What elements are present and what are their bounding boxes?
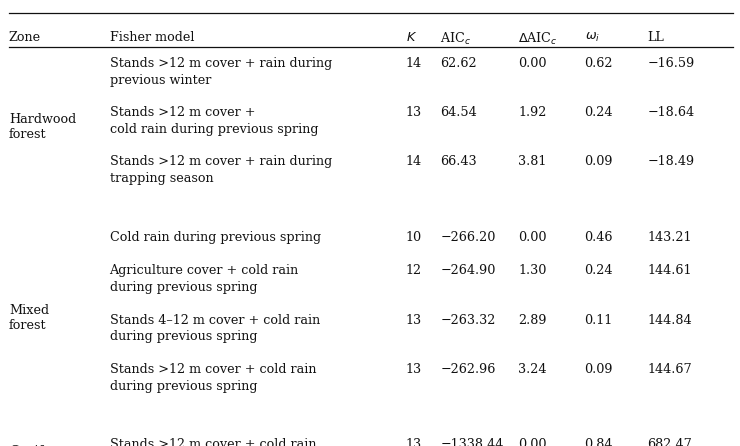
- Text: 0.11: 0.11: [585, 314, 613, 326]
- Text: −262.96: −262.96: [440, 363, 496, 376]
- Text: 0.84: 0.84: [585, 438, 613, 446]
- Text: 14: 14: [406, 57, 422, 70]
- Text: Stands >12 m cover + rain during: Stands >12 m cover + rain during: [110, 155, 332, 168]
- Text: 0.00: 0.00: [518, 438, 547, 446]
- Text: $\omega$$_i$: $\omega$$_i$: [585, 31, 600, 44]
- Text: LL: LL: [648, 31, 665, 44]
- Text: Stands >12 m cover +: Stands >12 m cover +: [110, 106, 255, 119]
- Text: 13: 13: [406, 106, 422, 119]
- Text: −18.49: −18.49: [648, 155, 695, 168]
- Text: −18.64: −18.64: [648, 106, 695, 119]
- Text: 3.24: 3.24: [518, 363, 547, 376]
- Text: 144.67: 144.67: [648, 363, 692, 376]
- Text: trapping season: trapping season: [110, 172, 213, 185]
- Text: 2.89: 2.89: [518, 314, 547, 326]
- Text: Stands >12 m cover + cold rain: Stands >12 m cover + cold rain: [110, 363, 316, 376]
- Text: 3.81: 3.81: [518, 155, 546, 168]
- Text: cold rain during previous spring: cold rain during previous spring: [110, 123, 318, 136]
- Text: $K$: $K$: [406, 31, 417, 44]
- Text: during previous spring: during previous spring: [110, 330, 257, 343]
- Text: Hardwood
forest: Hardwood forest: [9, 113, 76, 141]
- Text: 14: 14: [406, 155, 422, 168]
- Text: Fisher model: Fisher model: [110, 31, 194, 44]
- Text: 0.00: 0.00: [518, 231, 547, 244]
- Text: 13: 13: [406, 314, 422, 326]
- Text: 0.09: 0.09: [585, 155, 613, 168]
- Text: −264.90: −264.90: [440, 264, 496, 277]
- Text: 143.21: 143.21: [648, 231, 692, 244]
- Text: 0.24: 0.24: [585, 106, 613, 119]
- Text: −263.32: −263.32: [440, 314, 496, 326]
- Text: Zone: Zone: [9, 31, 41, 44]
- Text: 144.61: 144.61: [648, 264, 692, 277]
- Text: Cold rain during previous spring: Cold rain during previous spring: [110, 231, 320, 244]
- Text: 13: 13: [406, 363, 422, 376]
- Text: 0.09: 0.09: [585, 363, 613, 376]
- Text: AIC$_c$: AIC$_c$: [440, 31, 471, 47]
- Text: Agriculture cover + cold rain: Agriculture cover + cold rain: [110, 264, 299, 277]
- Text: −1338.44: −1338.44: [440, 438, 504, 446]
- Text: 64.54: 64.54: [440, 106, 477, 119]
- Text: Stands >12 m cover + cold rain: Stands >12 m cover + cold rain: [110, 438, 316, 446]
- Text: 144.84: 144.84: [648, 314, 692, 326]
- Text: 0.62: 0.62: [585, 57, 613, 70]
- Text: 0.46: 0.46: [585, 231, 613, 244]
- Text: 0.00: 0.00: [518, 57, 547, 70]
- Text: 1.92: 1.92: [518, 106, 546, 119]
- Text: 62.62: 62.62: [440, 57, 477, 70]
- Text: previous winter: previous winter: [110, 74, 211, 87]
- Text: 13: 13: [406, 438, 422, 446]
- Text: 12: 12: [406, 264, 422, 277]
- Text: during previous spring: during previous spring: [110, 380, 257, 392]
- Text: 66.43: 66.43: [440, 155, 477, 168]
- Text: during previous spring: during previous spring: [110, 281, 257, 294]
- Text: 1.30: 1.30: [518, 264, 546, 277]
- Text: Stands >12 m cover + rain during: Stands >12 m cover + rain during: [110, 57, 332, 70]
- Text: Stands 4–12 m cover + cold rain: Stands 4–12 m cover + cold rain: [110, 314, 320, 326]
- Text: Mixed
forest: Mixed forest: [9, 304, 49, 332]
- Text: $\Delta$AIC$_c$: $\Delta$AIC$_c$: [518, 31, 558, 47]
- Text: 10: 10: [406, 231, 422, 244]
- Text: −16.59: −16.59: [648, 57, 695, 70]
- Text: 0.24: 0.24: [585, 264, 613, 277]
- Text: −266.20: −266.20: [440, 231, 496, 244]
- Text: 682.47: 682.47: [648, 438, 692, 446]
